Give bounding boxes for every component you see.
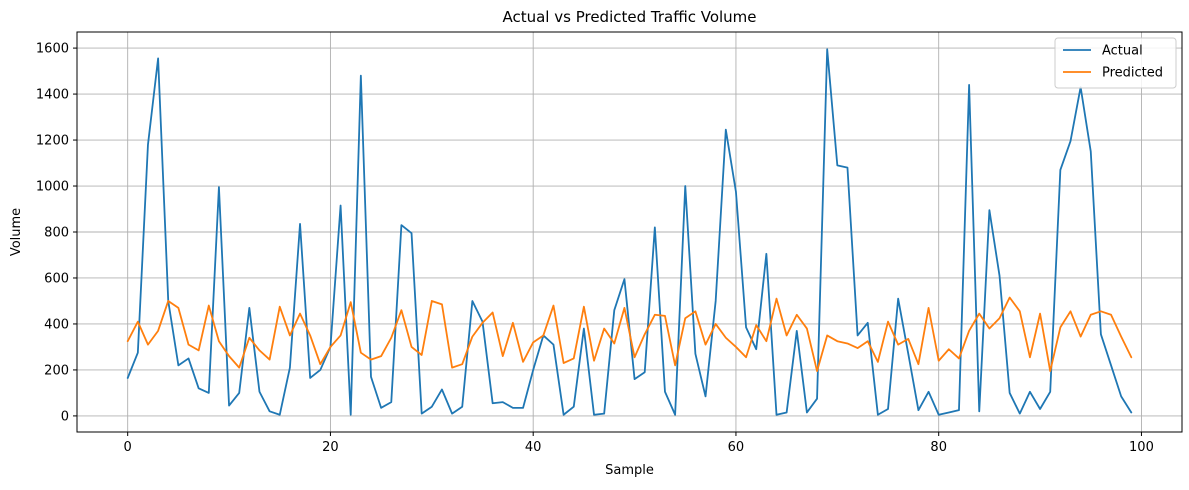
y-tick-label: 1400 bbox=[36, 88, 69, 103]
series-lines bbox=[126, 48, 1133, 416]
y-tick-label: 1200 bbox=[36, 134, 69, 149]
chart-title: Actual vs Predicted Traffic Volume bbox=[502, 8, 756, 26]
y-tick-label: 0 bbox=[61, 409, 69, 424]
y-tick-label: 1600 bbox=[36, 42, 69, 57]
x-tick-label: 60 bbox=[728, 440, 745, 455]
legend-label-actual: Actual bbox=[1102, 44, 1143, 59]
x-tick-label: 80 bbox=[930, 440, 947, 455]
x-tick-label: 100 bbox=[1129, 440, 1154, 455]
x-tick-label: 20 bbox=[322, 440, 339, 455]
legend: Actual Predicted bbox=[1054, 37, 1177, 89]
x-axis-label: Sample bbox=[605, 463, 654, 478]
y-tick-label: 400 bbox=[44, 317, 69, 332]
grid-lines bbox=[77, 32, 1182, 432]
axis-ticks: 0 20 40 60 80 1000200400600800100012001400160… bbox=[36, 42, 1154, 455]
series-line-predicted bbox=[126, 296, 1133, 372]
y-tick-label: 1000 bbox=[36, 180, 69, 195]
y-axis-label: Volume bbox=[9, 208, 24, 256]
x-tick-label: 40 bbox=[525, 440, 542, 455]
legend-label-predicted: Predicted bbox=[1102, 66, 1163, 81]
y-tick-label: 200 bbox=[44, 363, 69, 378]
y-tick-label: 800 bbox=[44, 226, 69, 241]
y-tick-label: 600 bbox=[44, 271, 69, 286]
x-tick-label: 0 bbox=[124, 440, 132, 455]
